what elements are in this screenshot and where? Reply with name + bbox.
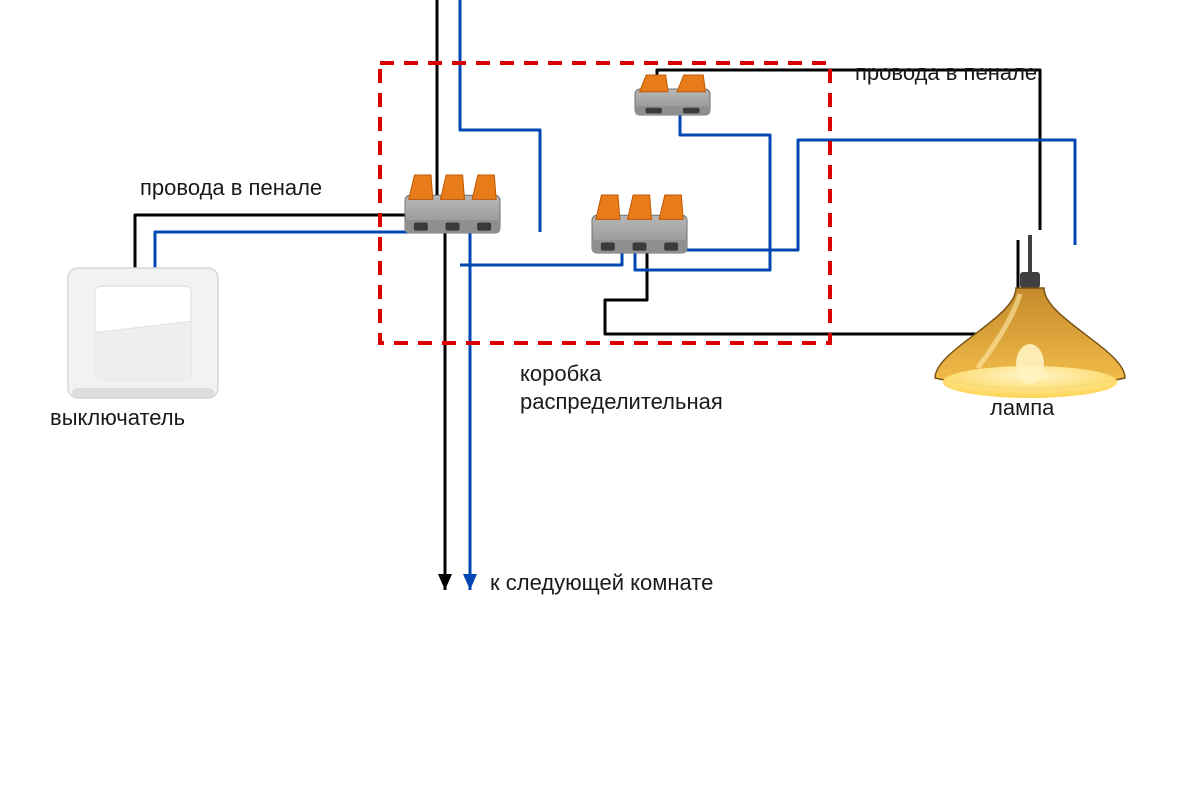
label-wires-right: провода в пенале <box>855 60 1037 86</box>
label-lamp: лампа <box>990 395 1054 421</box>
label-switch: выключатель <box>50 405 185 431</box>
light-switch-icon <box>68 268 218 398</box>
label-junction-box: коробка распределительная <box>520 360 723 416</box>
label-next-room: к следующей комнате <box>490 570 713 596</box>
lamp-icon <box>935 235 1125 398</box>
wires <box>135 0 1075 590</box>
wire-connectors <box>405 75 710 253</box>
label-wires-left: провода в пенале <box>140 175 322 201</box>
